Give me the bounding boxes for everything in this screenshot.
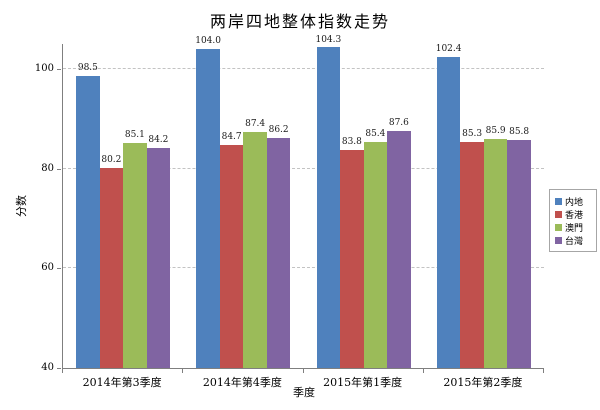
bar-series1-cat2 [196, 48, 220, 368]
bar-series1-cat1 [76, 76, 100, 368]
gridline-100 [63, 67, 544, 69]
chart-title: 两岸四地整体指数走势 [209, 12, 390, 31]
x-category-label: 2015年第2季度 [443, 376, 523, 389]
bar-value-label: 85.9 [485, 126, 506, 137]
bar-series3-cat1 [123, 143, 147, 368]
bar-series1-cat3 [316, 47, 341, 368]
gridline-80 [63, 167, 544, 169]
bar-value-label: 85.1 [124, 130, 145, 141]
bar-series4-cat2 [266, 137, 291, 368]
bar-value-label: 98.5 [77, 63, 98, 74]
legend-swatch-icon [555, 197, 562, 205]
bar-series2-cat4 [460, 142, 484, 368]
bar-value-label: 86.2 [268, 124, 289, 135]
bar-series4-cat3 [387, 130, 411, 368]
y-axis-tick-80 [57, 168, 61, 170]
bar-value-label: 85.4 [365, 128, 386, 139]
bar-value-label: 83.8 [341, 136, 362, 147]
bar-series1-cat4 [436, 56, 461, 368]
x-category-label: 2014年第3季度 [82, 376, 162, 389]
y-axis-title: 分数 [15, 195, 28, 217]
bar-series2-cat1 [99, 167, 124, 368]
x-axis-tick-1 [182, 369, 184, 373]
bar-series4-cat1 [146, 147, 171, 368]
x-category-label: 2014年第4季度 [202, 376, 282, 389]
bar-value-label: 84.2 [148, 134, 169, 145]
gridline-60 [63, 267, 544, 269]
x-category-label: 2015年第1季度 [323, 376, 403, 389]
legend-swatch-icon [555, 223, 562, 231]
plot-area: 98.5 104.0 104.3 102.4 80.2 84.7 83.8 85.3 85.1 8… [62, 35, 544, 369]
y-axis-tick-60 [57, 268, 61, 270]
legend-item-2: 香港 [555, 208, 596, 221]
bar-series3-cat4 [483, 139, 508, 368]
bar-value-label: 87.6 [388, 117, 409, 128]
bar-value-label: 80.2 [101, 154, 122, 165]
bar-value-label: 104.0 [195, 36, 221, 46]
bar-value-label: 87.4 [245, 118, 266, 129]
legend-label: 香港 [565, 210, 584, 221]
bar-series2-cat2 [219, 145, 244, 368]
legend: 内地 香港 澳門 台灣 [549, 189, 597, 252]
legend-item-1: 内地 [555, 195, 596, 208]
y-axis-tick-100 [57, 68, 61, 70]
x-axis-tick-0 [62, 369, 63, 373]
y-tick-label-40: 40 [41, 362, 54, 373]
x-axis-title: 季度 [293, 386, 315, 399]
x-axis-tick-3 [422, 369, 424, 373]
bar-series3-cat3 [363, 141, 388, 368]
legend-label: 内地 [565, 197, 584, 208]
bar-value-label: 102.4 [435, 43, 462, 54]
bar-value-label: 84.7 [221, 132, 242, 143]
y-tick-label-80: 80 [41, 162, 54, 174]
bar-series3-cat2 [243, 131, 267, 368]
y-tick-label-100: 100 [34, 62, 54, 74]
y-tick-label-60: 60 [41, 262, 54, 274]
bar-value-label: 85.3 [462, 129, 483, 140]
x-axis-tick-2 [302, 369, 304, 373]
legend-label: 澳門 [565, 223, 584, 234]
bar-series4-cat4 [507, 139, 531, 368]
bar-value-label: 85.8 [509, 126, 530, 137]
bar-series2-cat3 [340, 149, 364, 368]
legend-swatch-icon [555, 236, 562, 244]
y-axis-tick-40 [57, 368, 61, 369]
legend-item-4: 台灣 [555, 234, 596, 247]
legend-item-3: 澳門 [555, 221, 596, 234]
legend-label: 台灣 [565, 236, 584, 247]
legend-swatch-icon [555, 210, 562, 218]
x-axis-tick-4 [543, 369, 544, 373]
bar-value-label: 104.3 [315, 34, 342, 45]
